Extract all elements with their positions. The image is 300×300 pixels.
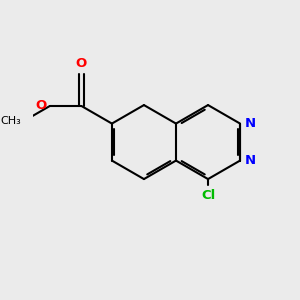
Text: N: N xyxy=(245,154,256,167)
Text: O: O xyxy=(76,57,87,70)
Text: N: N xyxy=(245,117,256,130)
Text: CH₃: CH₃ xyxy=(1,116,21,126)
Text: O: O xyxy=(35,100,47,112)
Text: Cl: Cl xyxy=(201,189,216,202)
